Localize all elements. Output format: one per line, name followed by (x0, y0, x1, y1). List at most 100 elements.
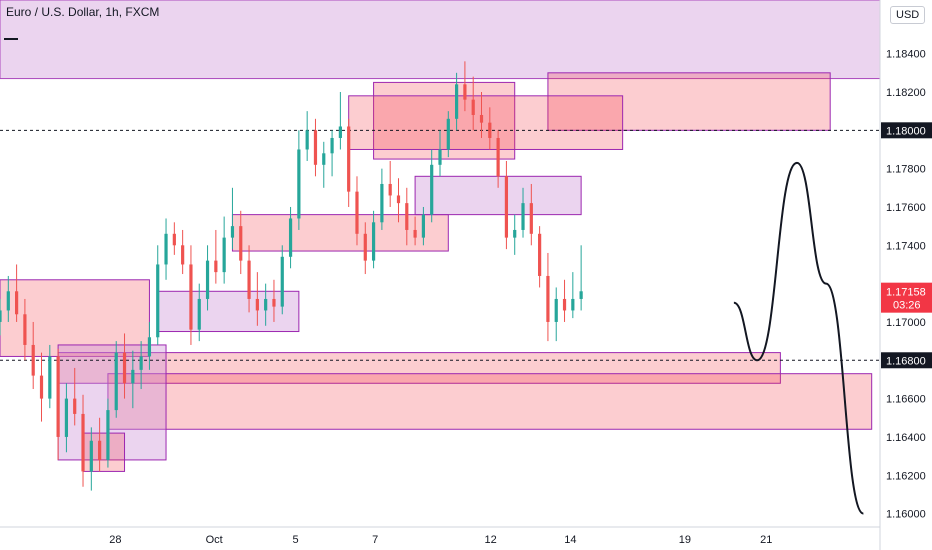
zone-supply-red-5 (348, 95, 624, 150)
candle-body-11 (89, 440, 93, 472)
candle-body-26 (214, 260, 218, 273)
y-tick-label-1: 1.18200 (886, 87, 926, 99)
candle-body-14 (114, 352, 118, 411)
candle-body-20 (164, 233, 168, 265)
candle-body-59 (488, 122, 492, 138)
candle-body-34 (280, 256, 284, 307)
candle-body-6 (48, 356, 52, 399)
zone-demand-purple-6 (157, 290, 300, 333)
candle-body-63 (521, 203, 525, 230)
candle-body-22 (181, 245, 185, 265)
y-tick-label-7: 1.16400 (886, 432, 926, 444)
candle-body-40 (330, 137, 334, 154)
candle-body-52 (430, 164, 434, 215)
y-tick-label-0: 1.18400 (886, 49, 926, 61)
chart-title: Euro / U.S. Dollar, 1h, FXCM (6, 5, 160, 19)
candle-body-43 (355, 191, 359, 234)
candle-body-24 (197, 298, 201, 330)
candle-body-44 (363, 233, 367, 261)
candle-body-50 (413, 229, 417, 238)
candle-body-70 (579, 291, 583, 299)
price-level-tag-label-0: 1.18000 (886, 125, 926, 137)
candle-body-51 (421, 214, 425, 238)
candle-body-27 (222, 237, 226, 273)
candle-body-45 (371, 222, 376, 261)
candle-body-60 (496, 137, 500, 177)
y-tick-label-8: 1.16200 (886, 470, 926, 482)
candle-body-12 (98, 440, 102, 460)
price-level-tag-0 (881, 122, 932, 139)
candle-body-2 (15, 291, 19, 315)
candle-body-61 (504, 176, 509, 238)
candle-body-33 (272, 298, 276, 307)
x-tick-label-1: Oct (206, 534, 223, 546)
zone-supply-red-3 (373, 81, 516, 160)
zone-demand-red-8 (57, 352, 781, 384)
candle-body-56 (463, 84, 467, 100)
x-tick-label-3: 7 (372, 534, 378, 546)
price-level-tag-label-1: 1.16800 (886, 355, 926, 367)
candle-body-68 (562, 298, 567, 311)
currency-button[interactable]: USD (890, 6, 926, 24)
y-tick-label-9: 1.16000 (886, 509, 926, 521)
y-tick-label-6: 1.16600 (886, 394, 926, 406)
candle-body-55 (455, 84, 459, 119)
price-axis[interactable]: 1.18400 1.18200 1.17800 1.17600 1.17400 1.170… (886, 49, 926, 521)
candle-body-47 (388, 183, 392, 196)
candle-body-58 (479, 114, 484, 123)
candle-body-0 (0, 310, 2, 322)
candle-body-8 (64, 398, 69, 437)
candle-body-49 (405, 203, 409, 230)
candle-body-7 (56, 356, 60, 437)
zone-demand-red-11 (82, 432, 126, 472)
candle-body-38 (313, 130, 318, 165)
candle-body-65 (538, 233, 542, 276)
candle-body-19 (156, 264, 160, 338)
y-tick-label-5: 1.17000 (886, 317, 926, 329)
zones-layer (0, 0, 881, 472)
candle-body-66 (546, 275, 550, 322)
candle-body-42 (347, 126, 351, 192)
candle-body-62 (513, 229, 517, 238)
candle-body-36 (297, 149, 301, 219)
candle-body-69 (571, 298, 575, 311)
countdown-label: 03:26 (893, 300, 921, 312)
candle-body-28 (230, 226, 235, 238)
y-tick-label-2: 1.17800 (886, 164, 926, 176)
candle-body-13 (106, 410, 110, 460)
candle-body-15 (122, 352, 127, 384)
candle-body-54 (446, 118, 450, 150)
plot-background (0, 0, 880, 527)
candle-body-57 (471, 99, 475, 115)
time-axis[interactable]: 28 Oct 5 7 12 14 19 21 (109, 534, 772, 546)
collapse-legend-icon[interactable] (4, 38, 18, 40)
candle-body-48 (396, 195, 401, 204)
zone-supply-red-4 (547, 72, 831, 131)
projection-path (733, 161, 864, 515)
zone-supply-purple-0 (0, 0, 881, 80)
candle-body-46 (380, 183, 384, 223)
candle-body-17 (139, 356, 143, 370)
candle-body-29 (239, 226, 243, 261)
candles-layer (0, 61, 583, 491)
candle-body-18 (147, 337, 152, 357)
annotation-overlay (733, 161, 864, 515)
candle-body-37 (305, 130, 309, 150)
x-tick-label-4: 12 (485, 534, 497, 546)
current-price-tag (881, 282, 932, 313)
x-tick-label-0: 28 (109, 534, 121, 546)
candle-body-30 (247, 260, 251, 299)
candle-body-35 (288, 218, 293, 257)
x-tick-label-6: 19 (679, 534, 691, 546)
candle-body-23 (189, 264, 193, 330)
candle-body-9 (73, 398, 77, 414)
candle-body-39 (322, 153, 326, 165)
candle-body-31 (255, 298, 259, 311)
current-price-label: 1.17158 (886, 287, 926, 299)
price-level-tag-1 (881, 352, 932, 369)
candle-body-41 (338, 126, 342, 138)
candle-body-3 (23, 314, 27, 345)
candle-body-25 (205, 260, 210, 299)
